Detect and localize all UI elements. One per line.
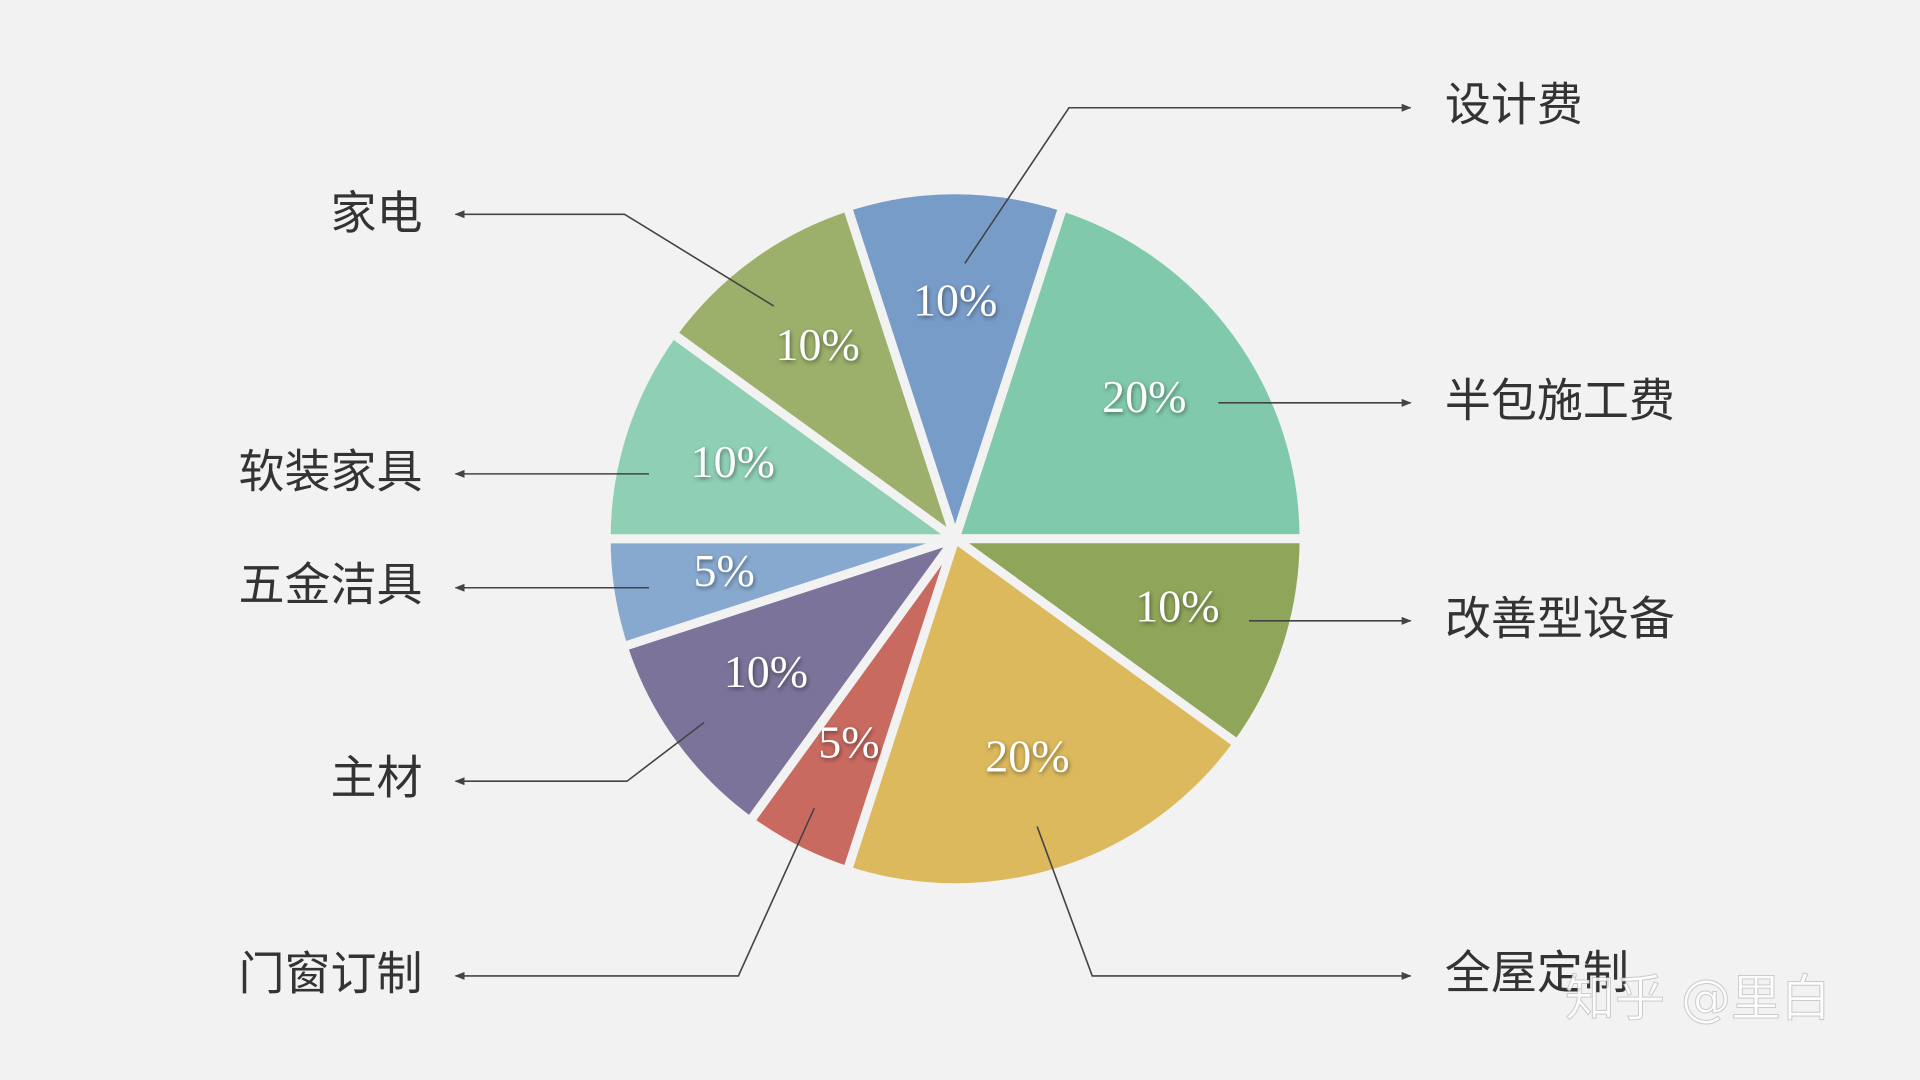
category-label: 全屋定制 [1445, 945, 1629, 999]
category-label: 半包施工费 [1445, 374, 1675, 428]
category-label: 软装家具 [238, 445, 422, 499]
category-label: 五金洁具 [238, 557, 422, 611]
pie-slice [950, 534, 1309, 749]
slice-percent: 10% [724, 646, 808, 697]
leader-line [454, 721, 705, 786]
pie-slice [950, 202, 1309, 544]
leader-line [454, 210, 775, 307]
category-label: 设计费 [1445, 77, 1583, 131]
pie-slice [618, 534, 960, 826]
slice-percent: 20% [1102, 371, 1186, 422]
leader-line [964, 103, 1412, 264]
pie-slice [842, 534, 1242, 893]
slice-percent: 5% [818, 717, 879, 768]
slice-percent: 10% [913, 275, 997, 326]
slice-percent: 20% [985, 731, 1069, 782]
slice-percent: 5% [694, 545, 755, 596]
pie-slice [601, 329, 960, 544]
category-label: 改善型设备 [1445, 592, 1675, 646]
pie-slice [842, 185, 1068, 544]
slice-percent: 10% [691, 436, 775, 487]
category-label: 门窗订制 [238, 947, 422, 1001]
watermark: 知乎 @里白 [1565, 970, 1831, 1028]
category-label: 家电 [330, 186, 422, 240]
leader-line [454, 807, 816, 980]
pie-slice [668, 202, 960, 544]
slice-percent: 10% [1135, 581, 1219, 632]
leader-line [1036, 826, 1412, 980]
slice-percent: 10% [776, 319, 860, 370]
category-label: 主材 [330, 751, 422, 805]
